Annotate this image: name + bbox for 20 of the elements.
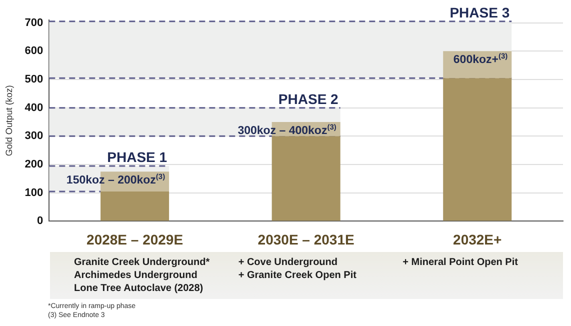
- x-tick-label: 2030E – 2031E: [258, 231, 354, 248]
- band-label: PHASE 1: [107, 148, 168, 165]
- text: Granite Creek Underground* Archimedes Underground Lone Tree Autoclave (2028): [74, 256, 211, 295]
- x-tick-label: 2028E – 2029E: [86, 231, 184, 248]
- band-label: PHASE 3: [450, 4, 510, 20]
- bar: [443, 78, 512, 221]
- y-tick-label: 600: [24, 45, 44, 58]
- y-tick-label: 200: [24, 158, 44, 171]
- x-tick-label: 2032E+: [453, 231, 502, 248]
- y-tick-label: 400: [24, 102, 44, 114]
- y-tick-label: 0: [37, 215, 44, 228]
- y-tick-label: 300: [24, 130, 44, 142]
- y-tick-label: 100: [24, 186, 44, 199]
- text: + Cove Underground + Granite Creek Open Pit: [238, 256, 358, 282]
- y-axis-title: Gold Output (koz): [4, 85, 14, 156]
- y-tick-label: 700: [24, 16, 44, 29]
- y-tick-label: 500: [24, 74, 44, 86]
- text: + Mineral Point Open Pit: [402, 256, 519, 269]
- band-label: PHASE 2: [278, 90, 339, 107]
- bar: [272, 136, 340, 221]
